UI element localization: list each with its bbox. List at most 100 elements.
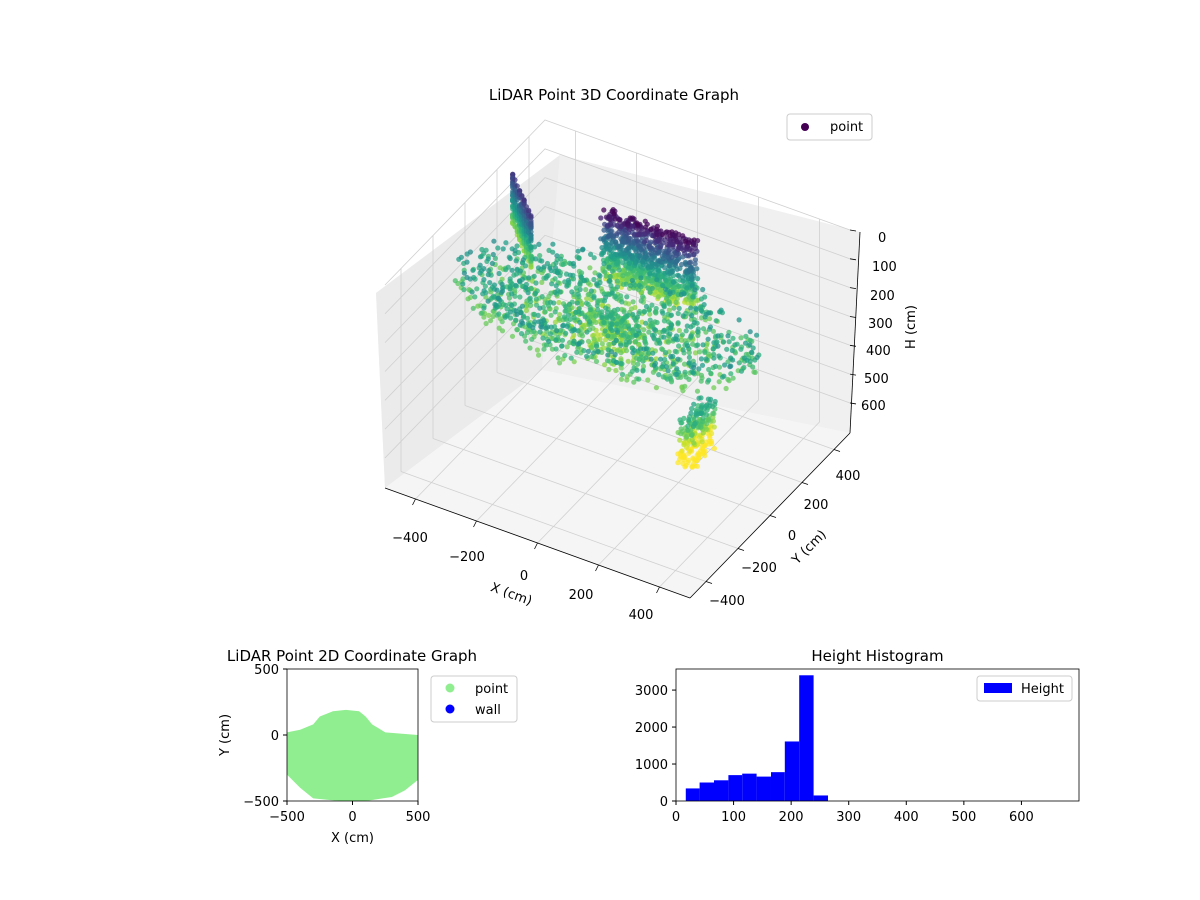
- point-3d: [649, 256, 655, 262]
- point-3d: [460, 281, 466, 287]
- point-3d: [660, 374, 666, 380]
- point-3d: [689, 464, 696, 470]
- point-3d: [665, 368, 671, 374]
- point-3d: [727, 364, 733, 370]
- z-tick-label: 600: [861, 399, 886, 414]
- point-3d: [738, 368, 745, 374]
- point-3d: [692, 287, 698, 293]
- point-3d: [643, 262, 650, 268]
- point-3d: [648, 356, 654, 362]
- point-3d: [485, 272, 491, 278]
- point-3d: [630, 350, 636, 356]
- point-3d: [705, 416, 711, 422]
- point-3d: [625, 312, 631, 318]
- point-cloud-3d: [452, 171, 762, 470]
- grid-line: [464, 405, 771, 516]
- chart-2d-title: LiDAR Point 2D Coordinate Graph: [227, 647, 477, 665]
- point-3d: [486, 312, 492, 318]
- point-3d: [614, 231, 620, 237]
- point-3d: [646, 329, 652, 335]
- point-3d: [531, 311, 537, 317]
- chart-3d-title: LiDAR Point 3D Coordinate Graph: [489, 86, 739, 104]
- point-3d: [741, 355, 748, 361]
- point-3d: [503, 267, 509, 273]
- histogram-bar: [784, 741, 800, 801]
- point-3d: [503, 240, 509, 246]
- point-3d: [520, 257, 527, 263]
- point-3d: [667, 331, 673, 337]
- z-tick: [849, 373, 857, 376]
- y-tick-label: −200: [741, 561, 777, 576]
- point-3d: [470, 267, 476, 273]
- point-3d: [629, 277, 636, 284]
- point-3d: [552, 276, 558, 282]
- point-3d: [553, 260, 559, 266]
- point-3d: [706, 366, 712, 373]
- point-3d: [474, 286, 480, 292]
- point-3d: [541, 346, 547, 352]
- point-3d: [641, 346, 647, 352]
- point-3d: [605, 352, 611, 358]
- point-3d: [483, 294, 489, 300]
- point-3d: [541, 317, 547, 323]
- point-3d: [585, 338, 592, 344]
- point-3d: [723, 385, 729, 392]
- point-3d: [654, 226, 660, 232]
- point-3d: [567, 316, 573, 322]
- point-3d: [722, 362, 728, 368]
- point-3d: [598, 215, 604, 221]
- legend-2d-marker-wall: [445, 704, 455, 714]
- legend-2d-label-point: point: [475, 682, 508, 697]
- point-3d: [689, 248, 695, 254]
- point-3d: [512, 247, 518, 254]
- point-3d: [651, 336, 658, 342]
- point-3d: [689, 300, 695, 307]
- point-3d: [637, 254, 644, 260]
- point-3d: [641, 309, 648, 315]
- point-3d: [571, 314, 577, 321]
- point-3d: [630, 299, 636, 305]
- z-tick: [849, 344, 857, 347]
- point-3d: [665, 250, 671, 256]
- point-3d: [663, 364, 669, 370]
- point-3d: [595, 298, 601, 304]
- point-3d: [491, 238, 497, 244]
- x-tick: [473, 520, 477, 528]
- point-3d: [618, 224, 625, 230]
- point-3d: [562, 352, 568, 359]
- point-3d: [648, 323, 654, 329]
- point-3d: [684, 343, 691, 349]
- grid-line: [496, 372, 803, 483]
- point-3d: [464, 259, 470, 265]
- point-3d: [597, 273, 603, 279]
- point-3d: [619, 371, 626, 378]
- y-tick: [737, 548, 745, 551]
- point-3d: [608, 349, 615, 355]
- point-3d: [609, 268, 616, 274]
- point-3d: [618, 365, 624, 371]
- point-3d: [619, 238, 625, 245]
- point-3d: [701, 302, 707, 308]
- point-3d: [481, 314, 487, 320]
- point-3d: [626, 260, 633, 266]
- point-3d: [726, 339, 732, 345]
- point-3d: [532, 319, 538, 325]
- point-3d: [688, 410, 694, 416]
- y-tick: [769, 515, 777, 518]
- point-3d: [591, 336, 597, 342]
- point-3d: [605, 233, 611, 239]
- point-3d: [690, 423, 697, 429]
- point-3d: [619, 260, 626, 266]
- legend-2d: point wall: [430, 675, 518, 723]
- point-3d: [712, 363, 719, 369]
- histogram-title: Height Histogram: [811, 647, 943, 665]
- point-3d: [693, 306, 700, 312]
- point-3d: [507, 255, 513, 262]
- point-3d: [694, 388, 701, 394]
- point-3d: [609, 327, 615, 333]
- point-3d: [618, 319, 624, 325]
- point-3d: [533, 296, 540, 302]
- point-3d: [606, 278, 612, 284]
- point-3d: [594, 281, 600, 287]
